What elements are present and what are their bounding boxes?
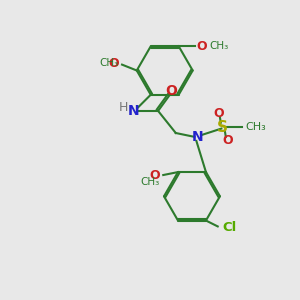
Text: N: N — [192, 130, 204, 144]
Text: CH₃: CH₃ — [245, 122, 266, 132]
Text: Cl: Cl — [222, 221, 236, 234]
Text: O: O — [222, 134, 232, 147]
Text: H: H — [119, 101, 128, 115]
Text: N: N — [127, 104, 139, 118]
Text: O: O — [150, 169, 160, 182]
Text: CH₃: CH₃ — [140, 177, 160, 188]
Text: O: O — [109, 57, 119, 70]
Text: CH₃: CH₃ — [210, 41, 229, 51]
Text: S: S — [218, 120, 228, 135]
Text: CH₃: CH₃ — [99, 58, 119, 68]
Text: O: O — [196, 40, 207, 53]
Text: O: O — [165, 84, 177, 98]
Text: O: O — [213, 107, 224, 120]
